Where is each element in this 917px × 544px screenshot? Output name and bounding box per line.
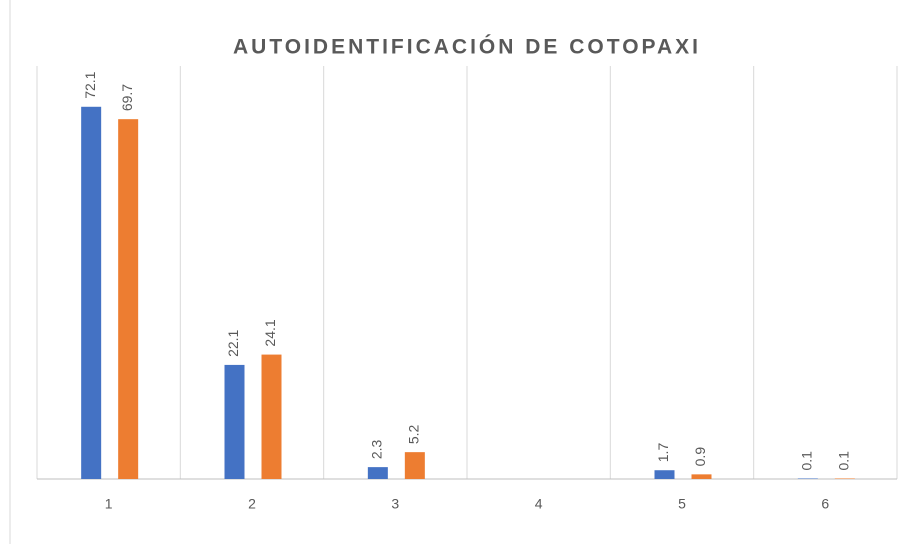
value-label: 69.7 bbox=[119, 84, 135, 111]
bar bbox=[261, 354, 282, 479]
x-tick-label: 2 bbox=[248, 496, 256, 512]
x-tick-label: 6 bbox=[821, 496, 829, 512]
x-tick-label: 3 bbox=[391, 496, 399, 512]
value-label: 0.1 bbox=[836, 451, 852, 471]
x-tick-label: 4 bbox=[535, 496, 543, 512]
chart-title: AUTOIDENTIFICACIÓN DE COTOPAXI bbox=[233, 35, 701, 59]
bar bbox=[118, 119, 139, 479]
bar bbox=[834, 478, 855, 479]
value-label: 72.1 bbox=[82, 71, 98, 98]
value-label: 5.2 bbox=[406, 424, 422, 444]
bar bbox=[224, 364, 245, 479]
bar bbox=[367, 467, 388, 479]
x-tick-label: 1 bbox=[105, 496, 113, 512]
value-label: 2.3 bbox=[369, 439, 385, 459]
bar bbox=[654, 470, 675, 479]
x-tick-label: 5 bbox=[678, 496, 686, 512]
bar bbox=[81, 106, 102, 479]
bar bbox=[691, 474, 712, 479]
bar bbox=[404, 452, 425, 479]
bar bbox=[797, 478, 818, 479]
value-label: 1.7 bbox=[655, 443, 671, 463]
value-label: 0.1 bbox=[799, 451, 815, 471]
value-label: 22.1 bbox=[225, 329, 241, 356]
value-label: 24.1 bbox=[262, 319, 278, 346]
value-label: 0.9 bbox=[692, 447, 708, 467]
